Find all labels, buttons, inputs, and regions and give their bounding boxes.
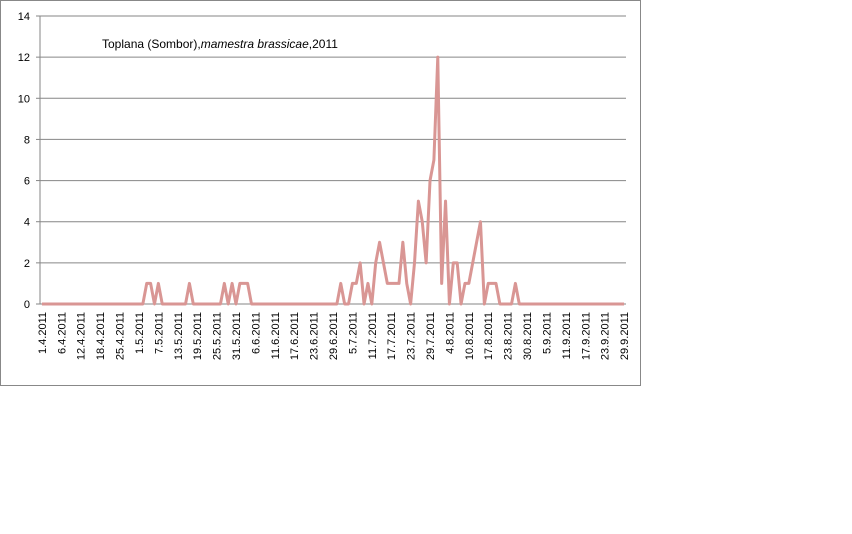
x-tick-label: 31.5.2011 <box>231 312 243 360</box>
x-tick-label: 10.8.2011 <box>464 312 476 360</box>
title-part: ,2011 <box>309 37 338 51</box>
y-tick-label: 14 <box>18 11 30 23</box>
y-tick-label: 2 <box>24 258 30 270</box>
x-tick-label: 11.6.2011 <box>270 312 282 359</box>
x-tick-label: 25.4.2011 <box>115 312 127 360</box>
x-tick-label: 29.7.2011 <box>425 312 437 360</box>
x-tick-label: 30.8.2011 <box>522 312 534 360</box>
x-tick-label: 13.5.2011 <box>173 312 185 360</box>
x-tick-label: 5.7.2011 <box>347 312 359 354</box>
x-tick-label: 23.8.2011 <box>503 312 515 360</box>
y-tick-label: 8 <box>24 134 30 146</box>
y-tick-label: 12 <box>18 52 30 64</box>
x-tick-label: 17.7.2011 <box>386 312 398 360</box>
chart-frame <box>0 0 641 386</box>
x-tick-label: 17.8.2011 <box>483 312 495 360</box>
x-tick-label: 23.7.2011 <box>406 312 418 360</box>
y-tick-label: 4 <box>24 217 30 229</box>
x-tick-label: 23.6.2011 <box>309 312 321 360</box>
x-tick-label: 25.5.2011 <box>212 312 224 360</box>
x-tick-label: 12.4.2011 <box>76 312 88 360</box>
y-tick-label: 10 <box>18 93 30 105</box>
x-tick-label: 29.9.2011 <box>619 312 631 360</box>
y-tick-label: 0 <box>24 299 30 311</box>
x-tick-label: 7.5.2011 <box>153 312 165 354</box>
x-tick-label: 17.6.2011 <box>289 312 301 360</box>
x-tick-label: 19.5.2011 <box>192 312 204 360</box>
x-tick-label: 5.9.2011 <box>541 312 553 354</box>
y-tick-label: 6 <box>24 176 30 188</box>
title-part: mamestra brassicae <box>201 37 309 51</box>
x-tick-label: 6.4.2011 <box>56 312 68 354</box>
x-tick-label: 23.9.2011 <box>600 312 612 360</box>
chart-title: Toplana (Sombor),mamestra brassicae,2011 <box>102 37 338 51</box>
data-line <box>41 55 625 306</box>
x-tick-label: 11.7.2011 <box>367 312 379 359</box>
x-tick-label: 11.9.2011 <box>561 312 573 359</box>
x-tick-label: 1.4.2011 <box>37 312 49 354</box>
title-part: Toplana (Sombor), <box>102 37 201 51</box>
x-tick-label: 4.8.2011 <box>444 312 456 354</box>
x-tick-label: 18.4.2011 <box>95 312 107 360</box>
x-tick-label: 6.6.2011 <box>250 312 262 354</box>
x-tick-label: 1.5.2011 <box>134 312 146 354</box>
x-tick-label: 29.6.2011 <box>328 312 340 360</box>
x-tick-label: 17.9.2011 <box>580 312 592 360</box>
